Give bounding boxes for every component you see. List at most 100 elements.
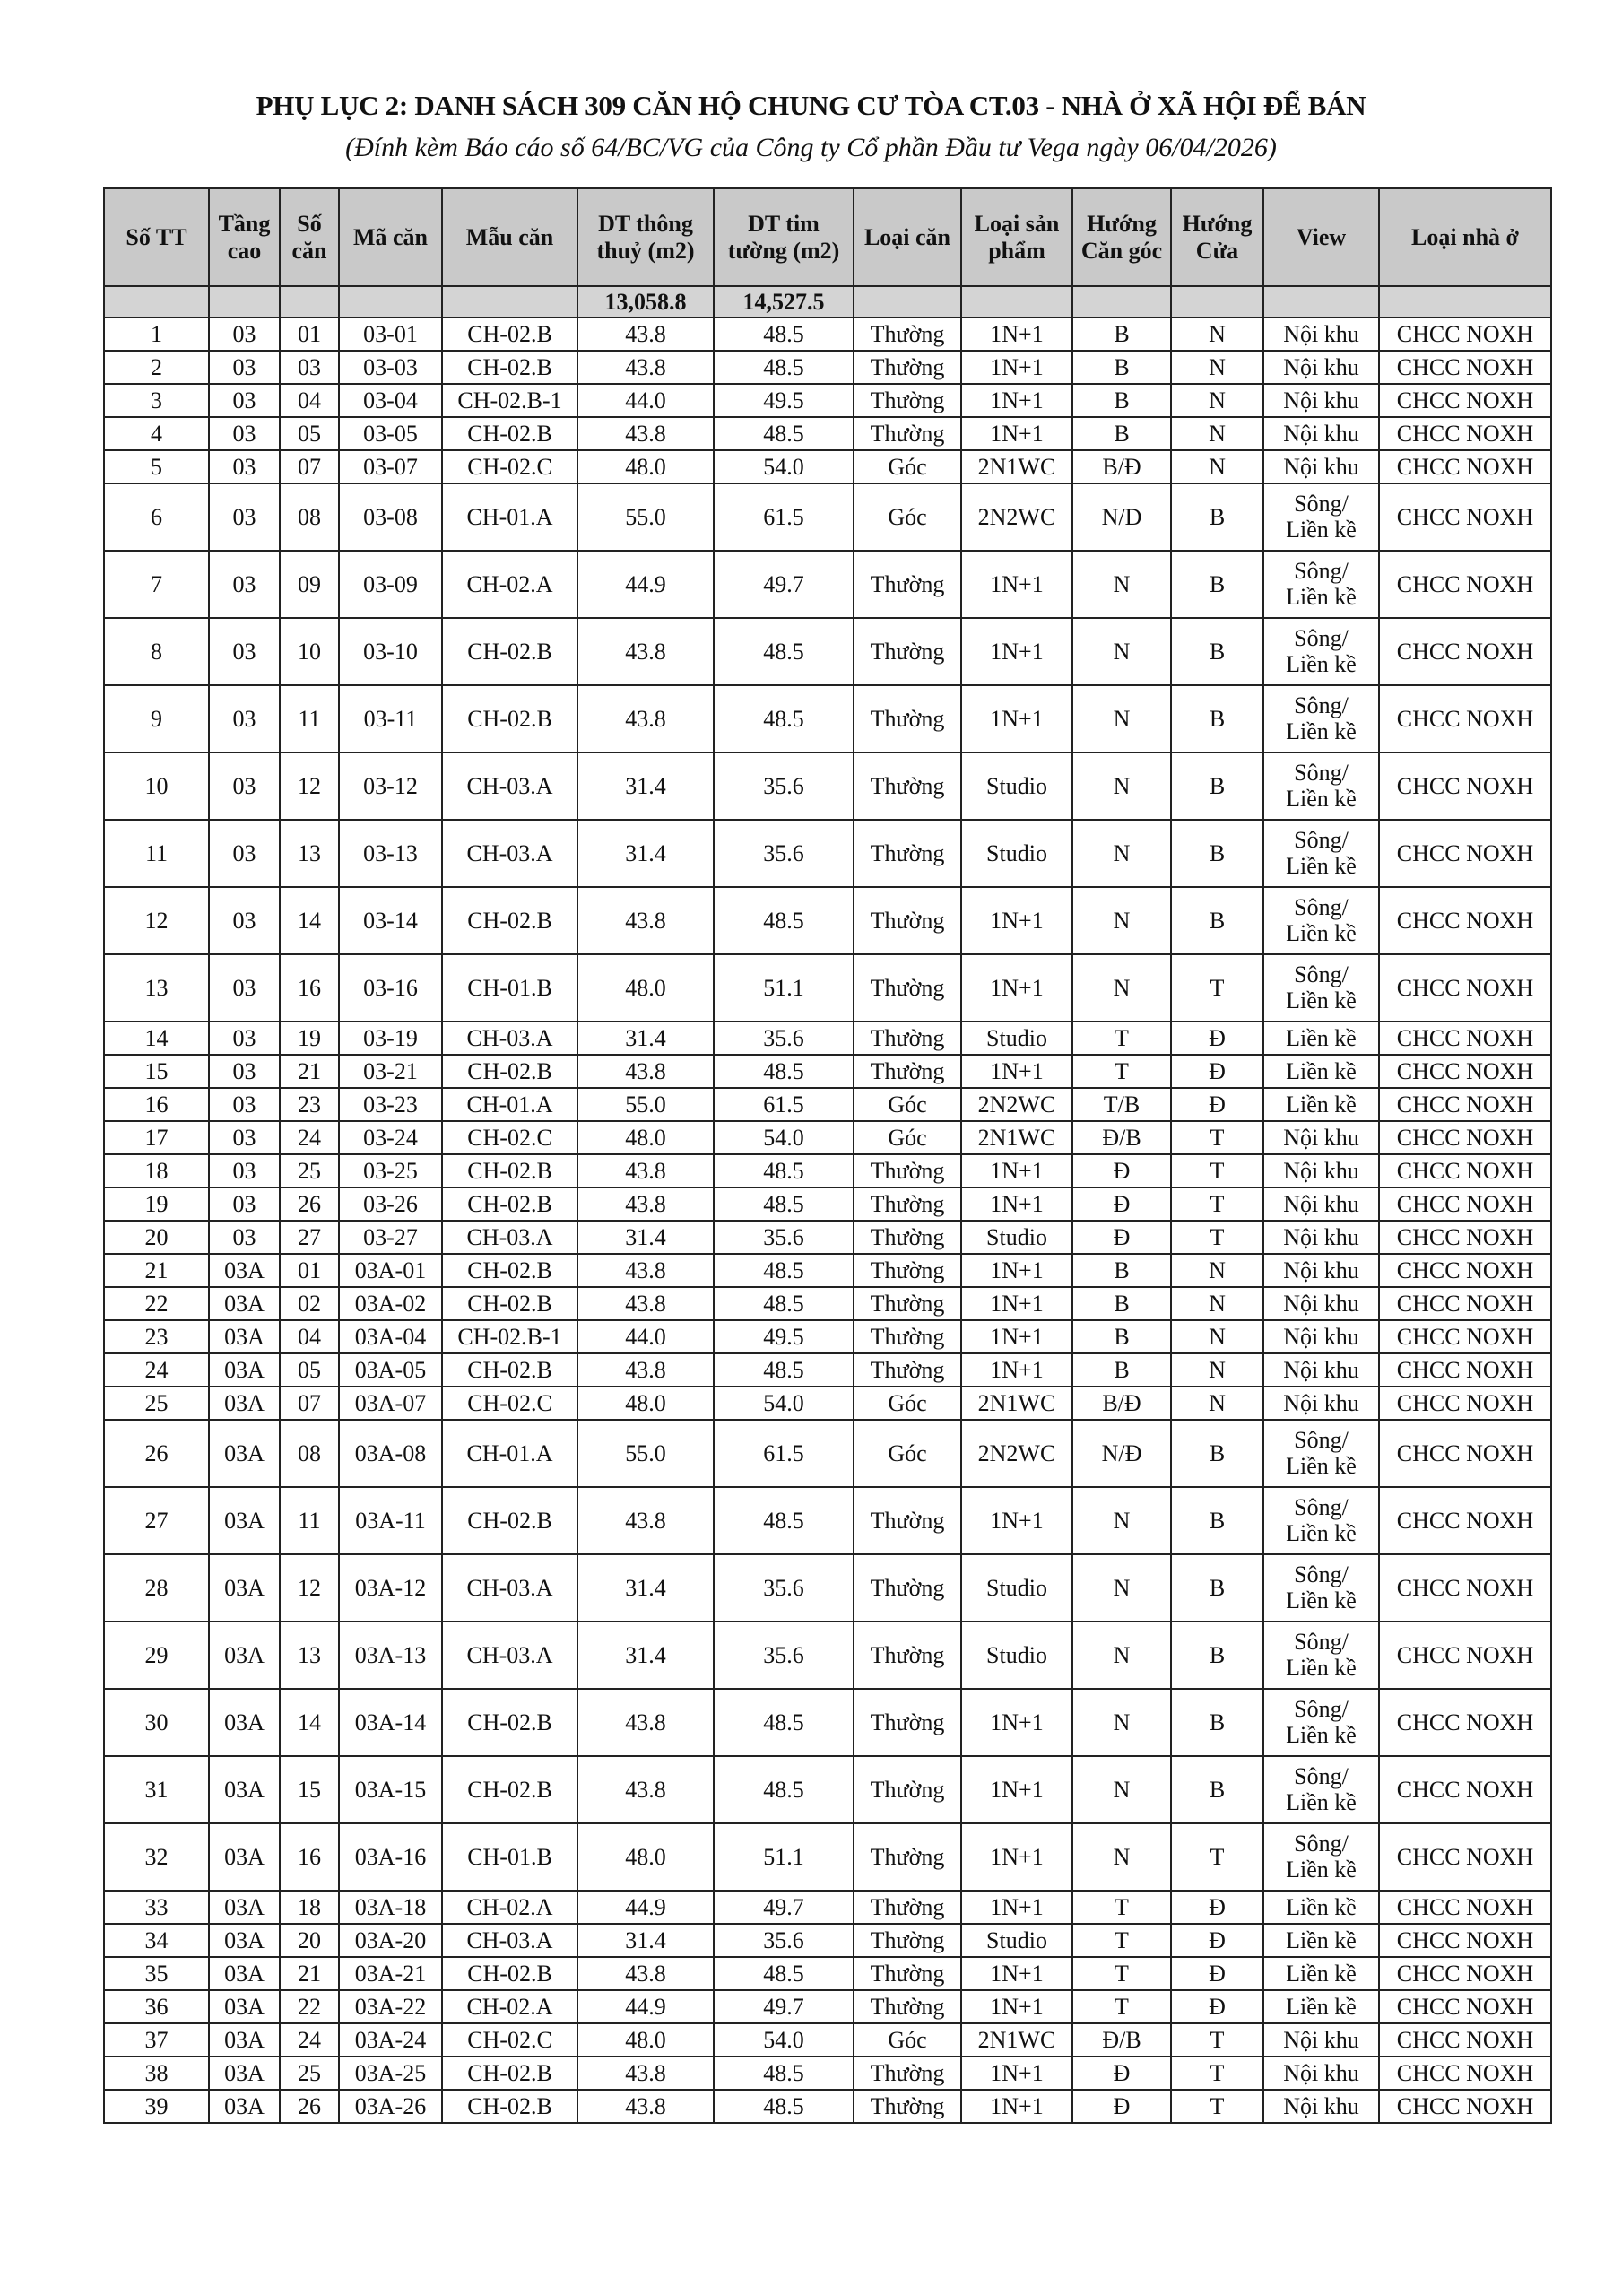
cell-floor: 03A [208, 1553, 281, 1622]
cell-net-area: 44.9 [577, 1890, 715, 1925]
cell-housing-type: CHCC NOXH [1378, 1989, 1552, 2024]
cell-stt: 8 [103, 617, 210, 686]
cell-net-area: 43.8 [577, 1253, 715, 1288]
header-corner-orientation: Hướng Căn góc [1071, 187, 1172, 287]
cell-stt: 33 [103, 1890, 210, 1925]
total-unit-code [338, 285, 443, 318]
cell-net-area: 48.0 [577, 2022, 715, 2057]
cell-gross-area: 48.5 [713, 617, 854, 686]
cell-stt: 7 [103, 550, 210, 619]
cell-unit-type: Thường [853, 1755, 962, 1824]
cell-housing-type: CHCC NOXH [1378, 1220, 1552, 1255]
cell-corner-orientation: N [1071, 1755, 1172, 1824]
cell-unit-type: Thường [853, 1688, 962, 1757]
cell-gross-area: 49.7 [713, 1989, 854, 2024]
cell-view: Nội khu [1262, 1187, 1380, 1222]
cell-unit-type: Thường [853, 1153, 962, 1188]
table-row: 13 03 16 03-16 CH-01.B 48.0 51.1 Thường 1N+1 N T Sô… [103, 953, 1552, 1022]
table-header-row: Số TT Tầng cao Số căn Mã căn Mẫu căn DT thông… [103, 187, 1552, 287]
cell-housing-type: CHCC NOXH [1378, 1087, 1552, 1122]
cell-product-type: Studio [960, 752, 1073, 821]
cell-view: Nội khu [1262, 2089, 1380, 2124]
cell-unit-no: 01 [279, 317, 340, 352]
cell-gross-area: 48.5 [713, 2056, 854, 2091]
apartment-table: Số TT Tầng cao Số căn Mã căn Mẫu căn DT thông… [103, 187, 1552, 2124]
cell-net-area: 55.0 [577, 1419, 715, 1488]
cell-stt: 2 [103, 350, 210, 385]
total-stt [103, 285, 210, 318]
cell-housing-type: CHCC NOXH [1378, 1153, 1552, 1188]
table-row: 6 03 08 03-08 CH-01.A 55.0 61.5 Góc 2N2WC N/Đ B Sôn… [103, 483, 1552, 552]
cell-unit-model: CH-02.B [441, 886, 578, 955]
cell-unit-type: Thường [853, 317, 962, 352]
cell-stt: 27 [103, 1486, 210, 1555]
cell-view: Sông/ Liền kề [1262, 1553, 1380, 1622]
cell-product-type: Studio [960, 1021, 1073, 1056]
cell-housing-type: CHCC NOXH [1378, 383, 1552, 418]
cell-unit-code: 03A-08 [338, 1419, 443, 1488]
cell-floor: 03A [208, 1688, 281, 1757]
cell-door-orientation: T [1170, 1187, 1264, 1222]
table-row: 26 03A 08 03A-08 CH-01.A 55.0 61.5 Góc 2N2WC N/Đ B… [103, 1419, 1552, 1488]
cell-product-type: 1N+1 [960, 617, 1073, 686]
total-unit-no [279, 285, 340, 318]
header-stt: Số TT [103, 187, 210, 287]
cell-product-type: 1N+1 [960, 1956, 1073, 1991]
cell-product-type: 1N+1 [960, 1890, 1073, 1925]
cell-unit-no: 14 [279, 886, 340, 955]
cell-gross-area: 48.5 [713, 317, 854, 352]
cell-unit-no: 16 [279, 1822, 340, 1892]
cell-corner-orientation: B [1071, 1253, 1172, 1288]
cell-net-area: 43.8 [577, 1688, 715, 1757]
cell-stt: 18 [103, 1153, 210, 1188]
cell-unit-type: Thường [853, 1621, 962, 1690]
cell-unit-model: CH-02.B [441, 1755, 578, 1824]
cell-corner-orientation: N [1071, 886, 1172, 955]
cell-stt: 10 [103, 752, 210, 821]
cell-net-area: 43.8 [577, 617, 715, 686]
table-row: 3 03 04 03-04 CH-02.B-1 44.0 49.5 Thường 1N+1 B N N… [103, 383, 1552, 418]
cell-unit-type: Thường [853, 953, 962, 1022]
cell-unit-model: CH-03.A [441, 1923, 578, 1958]
cell-housing-type: CHCC NOXH [1378, 1021, 1552, 1056]
cell-stt: 30 [103, 1688, 210, 1757]
cell-unit-type: Thường [853, 2089, 962, 2124]
table-row: 22 03A 02 03A-02 CH-02.B 43.8 48.5 Thường 1N+1 B N… [103, 1286, 1552, 1321]
cell-corner-orientation: Đ [1071, 2089, 1172, 2124]
cell-unit-model: CH-01.A [441, 1419, 578, 1488]
cell-unit-code: 03A-14 [338, 1688, 443, 1757]
cell-unit-no: 16 [279, 953, 340, 1022]
cell-stt: 19 [103, 1187, 210, 1222]
cell-housing-type: CHCC NOXH [1378, 1486, 1552, 1555]
cell-unit-model: CH-03.A [441, 1553, 578, 1622]
cell-unit-type: Thường [853, 1253, 962, 1288]
cell-unit-type: Thường [853, 350, 962, 385]
cell-corner-orientation: B [1071, 416, 1172, 451]
header-unit-no: Số căn [279, 187, 340, 287]
cell-unit-type: Thường [853, 886, 962, 955]
cell-stt: 17 [103, 1120, 210, 1155]
total-view [1262, 285, 1380, 318]
header-net-area: DT thông thuỷ (m2) [577, 187, 715, 287]
table-row: 12 03 14 03-14 CH-02.B 43.8 48.5 Thường 1N+1 N B Sô… [103, 886, 1552, 955]
cell-product-type: 2N2WC [960, 1087, 1073, 1122]
cell-floor: 03 [208, 1153, 281, 1188]
cell-unit-no: 12 [279, 752, 340, 821]
cell-unit-model: CH-03.A [441, 1621, 578, 1690]
table-row: 16 03 23 03-23 CH-01.A 55.0 61.5 Góc 2N2WC T/B Đ Li… [103, 1087, 1552, 1122]
cell-unit-model: CH-02.B [441, 350, 578, 385]
cell-floor: 03A [208, 1621, 281, 1690]
cell-view: Nội khu [1262, 1386, 1380, 1421]
cell-net-area: 43.8 [577, 1286, 715, 1321]
cell-floor: 03 [208, 886, 281, 955]
cell-floor: 03A [208, 1386, 281, 1421]
cell-housing-type: CHCC NOXH [1378, 2089, 1552, 2124]
cell-housing-type: CHCC NOXH [1378, 350, 1552, 385]
total-door-orientation [1170, 285, 1264, 318]
cell-floor: 03 [208, 1021, 281, 1056]
cell-product-type: 1N+1 [960, 350, 1073, 385]
cell-unit-type: Thường [853, 1989, 962, 2024]
cell-view: Nội khu [1262, 416, 1380, 451]
cell-net-area: 43.8 [577, 317, 715, 352]
cell-unit-code: 03A-20 [338, 1923, 443, 1958]
